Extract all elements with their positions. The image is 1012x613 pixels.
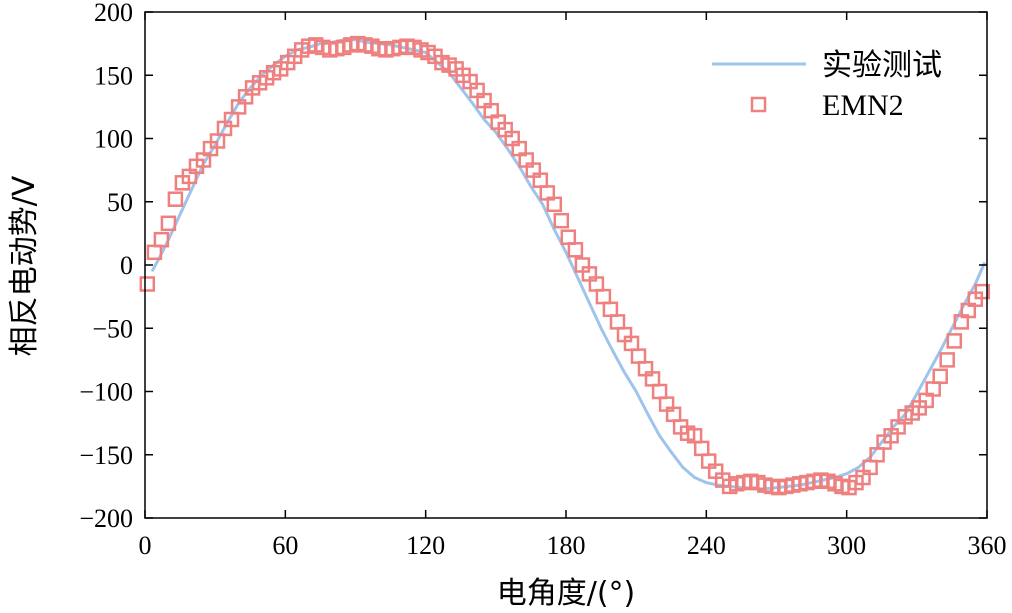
emn2-point — [948, 334, 961, 347]
emn2-point — [555, 214, 568, 227]
emn2-point — [941, 353, 954, 366]
emn2-point — [653, 385, 666, 398]
y-tick-label: 50 — [107, 188, 133, 217]
emn2-point — [597, 290, 610, 303]
emn2-point — [169, 193, 182, 206]
emn2-point — [141, 278, 154, 291]
y-tick-label: −150 — [79, 441, 133, 470]
emn2-point — [934, 370, 947, 383]
y-tick-label: 150 — [94, 61, 133, 90]
emn2-point — [695, 442, 708, 455]
tick-layer: 0 60 120 180 240 300 360 −200 −150 −100 −50 0 50 100 1… — [79, 0, 1006, 560]
emn2-point — [611, 315, 624, 328]
emn2-point — [632, 350, 645, 363]
x-tick-label: 240 — [687, 531, 726, 560]
emn2-point — [604, 303, 617, 316]
legend-marker-swatch — [752, 98, 765, 111]
x-tick-label: 360 — [968, 531, 1007, 560]
back-emf-chart: 0 60 120 180 240 300 360 −200 −150 −100 −50 0 50 100 1… — [0, 0, 1012, 613]
legend-label-experiment: 实验测试 — [822, 48, 942, 83]
y-axis-title: 相反电动势/V — [7, 175, 42, 356]
y-tick-label: 100 — [94, 125, 133, 154]
x-tick-label: 180 — [547, 531, 586, 560]
y-tick-label: 0 — [120, 251, 133, 280]
y-tick-label: 200 — [94, 0, 133, 27]
x-tick-label: 0 — [139, 531, 152, 560]
legend-label-emn2: EMN2 — [822, 89, 904, 122]
x-axis-title: 电角度/(°) — [497, 576, 636, 611]
emn2-point — [562, 231, 575, 244]
x-tick-label: 120 — [406, 531, 445, 560]
plot-frame — [145, 12, 987, 518]
emn2-point — [569, 243, 582, 256]
legend: 实验测试 EMN2 — [712, 48, 942, 122]
y-tick-label: −50 — [92, 314, 133, 343]
x-tick-label: 300 — [827, 531, 866, 560]
x-tick-label: 60 — [272, 531, 298, 560]
y-tick-label: −200 — [79, 504, 133, 533]
y-tick-label: −100 — [79, 378, 133, 407]
